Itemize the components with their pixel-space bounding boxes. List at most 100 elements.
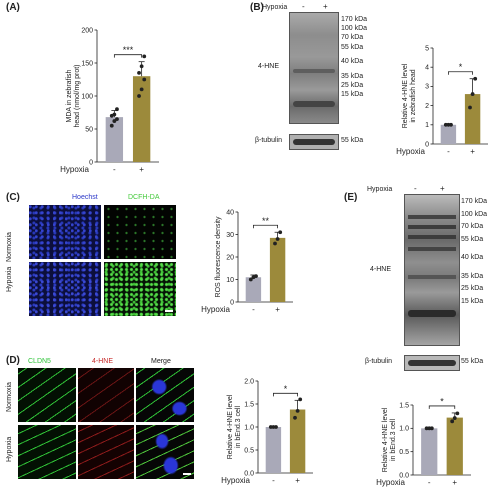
data-point xyxy=(470,92,475,96)
y-axis-label: in bEnd.3 cell xyxy=(390,419,397,461)
data-point xyxy=(443,122,448,127)
y-tick-label: 0.5 xyxy=(399,449,409,456)
x-row-label: Hypoxia xyxy=(396,147,425,156)
data-point xyxy=(254,274,258,279)
blot-b-ctrl-mw: 55 kDa xyxy=(341,137,364,144)
x-tick-label: - xyxy=(252,305,255,314)
bar xyxy=(289,409,306,473)
x-tick-label: + xyxy=(470,147,475,156)
blot-e-band-5 xyxy=(408,275,456,279)
x-tick-label: - xyxy=(272,476,275,485)
y-tick-label: 1.5 xyxy=(244,401,254,408)
blot-b-ctrl-label: β-tubulin xyxy=(255,137,282,144)
data-point xyxy=(139,87,144,92)
mw-15: 15 kDa xyxy=(461,297,484,305)
data-point xyxy=(137,94,141,98)
bar xyxy=(269,237,286,302)
mw-35: 35 kDa xyxy=(341,73,364,81)
blot-b-header: Hypoxia xyxy=(262,4,288,11)
x-tick-label: - xyxy=(113,165,116,174)
blot-e-band-2 xyxy=(408,225,456,229)
mw-70: 70 kDa xyxy=(461,223,484,230)
blot-e-main-label: 4-HNE xyxy=(370,266,392,273)
micro-d-hne-normoxia xyxy=(78,368,134,422)
chart-c: 0 10 20 30 40 ROS fluorescence density - + ** Hyp… xyxy=(201,209,293,314)
y-tick-label: 50 xyxy=(85,126,93,133)
y-tick-label: 4 xyxy=(425,65,429,72)
data-point xyxy=(137,71,141,75)
y-tick-label: 5 xyxy=(425,45,429,52)
micro-c-col1: Hoechst xyxy=(72,194,98,201)
data-point xyxy=(424,426,429,431)
micro-d-col1: CLDN5 xyxy=(28,358,51,365)
mw-35: 35 kDa xyxy=(461,272,484,280)
blot-b-ctrl xyxy=(289,134,339,150)
blot-e-mw-list: 170 kDa 100 kDa 70 kDa 55 kDa 40 kDa 35 … xyxy=(461,196,487,308)
y-tick-label: 150 xyxy=(81,60,93,67)
mw-25: 25 kDa xyxy=(341,82,364,90)
micro-d-merge-hypoxia xyxy=(136,425,194,479)
data-point xyxy=(455,411,460,416)
y-tick-label: 20 xyxy=(226,254,234,261)
y-tick-label: 0 xyxy=(425,141,429,148)
y-axis-label: in zebrafish head xyxy=(410,69,417,122)
significance-mark: * xyxy=(284,384,288,394)
blot-b-band xyxy=(293,101,335,107)
mw-55: 55 kDa xyxy=(461,235,484,243)
y-tick-label: 0 xyxy=(230,299,234,306)
y-axis-label: Relative 4-HNE level xyxy=(402,63,409,128)
micro-d-col2: 4-HNE xyxy=(92,358,114,365)
mw-15: 15 kDa xyxy=(341,91,364,99)
micro-d-cldn5-hypoxia xyxy=(18,425,76,479)
blot-e-ctrl-mw: 55 kDa xyxy=(461,358,484,365)
data-point xyxy=(293,415,297,420)
y-tick-label: 10 xyxy=(226,277,234,284)
data-point xyxy=(112,112,117,117)
micro-c-hoechst-hypoxia xyxy=(29,262,101,316)
blot-b-cond-plus: + xyxy=(323,2,328,11)
y-tick-label: 2 xyxy=(425,103,429,110)
x-tick-label: - xyxy=(447,147,450,156)
y-axis-label: MDA in zebrafish xyxy=(66,69,73,122)
x-tick-label: + xyxy=(452,478,457,487)
blot-b-main-label: 4-HNE xyxy=(258,63,280,70)
bar xyxy=(245,277,262,302)
mw-55: 55 kDa xyxy=(341,43,364,51)
bar xyxy=(446,417,463,475)
y-axis-label: Relative 4-HNE level xyxy=(227,394,234,459)
data-point xyxy=(142,54,147,59)
y-tick-label: 3 xyxy=(425,84,429,91)
micro-d-row2: Hypoxia xyxy=(6,436,13,462)
bar xyxy=(132,76,151,162)
y-axis-label: ROS fluorescence density xyxy=(215,216,222,297)
mw-40: 40 kDa xyxy=(461,254,484,261)
data-point xyxy=(248,277,253,282)
y-tick-label: 1.5 xyxy=(399,402,409,409)
data-point xyxy=(452,416,457,420)
micro-d-merge-normoxia xyxy=(136,368,194,422)
y-tick-label: 1 xyxy=(425,122,429,129)
bar xyxy=(105,117,124,162)
mw-25: 25 kDa xyxy=(461,285,484,292)
scale-bar xyxy=(165,310,173,312)
mw-70: 70 kDa xyxy=(341,34,364,42)
blot-e-ctrl-band xyxy=(408,360,456,366)
data-point xyxy=(139,64,144,69)
panel-a-label: (A) xyxy=(6,2,20,13)
blot-b-ctrl-band xyxy=(293,139,335,145)
significance-bracket xyxy=(448,71,473,75)
data-point xyxy=(449,122,453,127)
micro-c-col2: DCFH-DA xyxy=(128,194,160,201)
significance-mark: ** xyxy=(262,216,270,226)
data-point xyxy=(109,123,114,128)
data-point xyxy=(473,76,478,81)
data-point xyxy=(142,77,147,82)
panel-d-label: (D) xyxy=(6,355,20,366)
blot-b-main xyxy=(289,12,339,124)
blot-e-ctrl xyxy=(404,355,460,371)
blot-b-band-mid xyxy=(293,69,335,73)
y-tick-label: 40 xyxy=(226,209,234,216)
panel-b-label: (B) xyxy=(250,2,264,13)
panel-e-label: (E) xyxy=(344,192,358,203)
data-point xyxy=(295,409,300,413)
